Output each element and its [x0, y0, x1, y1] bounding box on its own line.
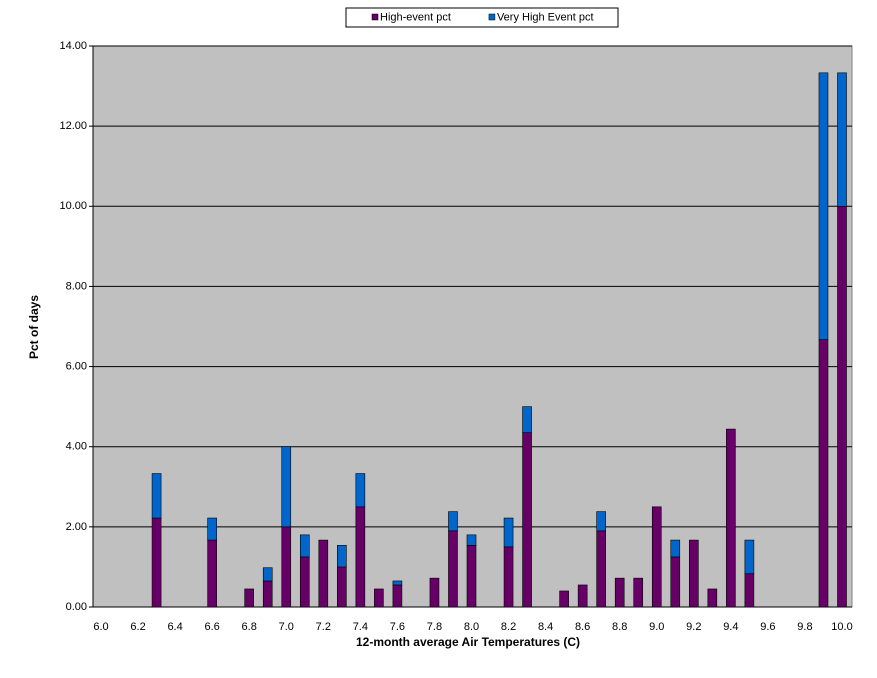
- bar-segment: [337, 544, 347, 568]
- legend-swatch: [371, 13, 379, 21]
- x-tick-label: 8.4: [538, 621, 553, 633]
- x-tick-label: 6.6: [205, 621, 220, 633]
- bar-segment: [262, 580, 273, 608]
- bar-segment: [374, 588, 384, 608]
- y-tick-label: 12.00: [59, 120, 87, 132]
- x-tick-label: 9.2: [686, 621, 701, 633]
- x-tick-label: 6.4: [167, 621, 182, 633]
- y-tick-label: 2.00: [66, 521, 87, 533]
- bar-segment: [151, 517, 162, 608]
- bar-segment: [207, 517, 217, 541]
- x-tick-label: 9.6: [760, 621, 775, 633]
- x-tick-label: 9.4: [723, 621, 738, 633]
- bar-segment: [726, 428, 736, 608]
- plot-area: [92, 45, 853, 608]
- legend-label: High-event pct: [380, 11, 451, 23]
- bar-segment: [837, 205, 847, 608]
- bar-segment: [448, 530, 458, 608]
- bar-segment: [392, 584, 403, 608]
- bar-segment: [281, 526, 292, 608]
- bar-segment: [151, 473, 162, 519]
- bar-segment: [299, 556, 310, 608]
- bar-segment: [429, 577, 440, 608]
- x-tick-label: 7.2: [316, 621, 331, 633]
- y-tick-label: 8.00: [66, 280, 87, 292]
- x-tick-label: 9.8: [797, 621, 812, 633]
- bar-segment: [670, 539, 681, 558]
- bar-segment: [503, 546, 514, 608]
- bar-segment: [355, 473, 366, 508]
- bar-segment: [466, 544, 477, 608]
- y-tick-label: 14.00: [59, 40, 87, 52]
- bar-segment: [244, 588, 254, 608]
- bar-segment: [818, 339, 829, 608]
- y-tick-label: 10.00: [59, 200, 87, 212]
- x-tick-label: 9.0: [649, 621, 664, 633]
- bar-segment: [633, 577, 644, 608]
- x-tick-label: 6.0: [93, 621, 108, 633]
- x-tick-label: 6.8: [242, 621, 257, 633]
- x-axis-label: 12-month average Air Temperatures (C): [356, 635, 580, 649]
- x-tick-label: 8.0: [464, 621, 479, 633]
- bar-segment: [707, 588, 718, 608]
- bar-segment: [318, 539, 329, 608]
- bar-segment: [392, 580, 403, 586]
- bar-segment: [596, 511, 606, 532]
- x-tick-label: 7.0: [279, 621, 294, 633]
- legend-label: Very High Event pct: [497, 11, 594, 23]
- bar-segment: [522, 432, 532, 608]
- bar-segment: [577, 584, 588, 608]
- x-tick-label: 6.2: [130, 621, 145, 633]
- bar-segment: [651, 506, 662, 608]
- bar-segment: [614, 577, 625, 608]
- y-tick-label: 4.00: [66, 441, 87, 453]
- bar-segment: [559, 590, 569, 608]
- x-tick-label: 7.6: [390, 621, 405, 633]
- y-axis-label: Pct of days: [27, 295, 41, 359]
- bar-segment: [522, 406, 532, 433]
- x-tick-label: 8.6: [575, 621, 590, 633]
- bar-segment: [337, 566, 347, 608]
- bar-segment: [281, 446, 292, 528]
- bar-segment: [837, 72, 847, 207]
- bar-segment: [503, 517, 514, 548]
- x-tick-label: 7.4: [353, 621, 368, 633]
- bar-segment: [688, 539, 699, 608]
- y-tick-label: 6.00: [66, 360, 87, 372]
- bar-segment: [299, 534, 310, 558]
- bar-segment: [670, 556, 681, 608]
- bar-segment: [818, 72, 829, 341]
- legend: [345, 7, 619, 28]
- bar-segment: [262, 567, 273, 582]
- bar-segment: [355, 506, 366, 608]
- x-tick-label: 8.2: [501, 621, 516, 633]
- bar-segment: [596, 530, 606, 608]
- bar-segment: [466, 534, 477, 546]
- bar-segment: [207, 539, 217, 608]
- bar-segment: [744, 573, 755, 608]
- x-tick-label: 10.0: [831, 621, 852, 633]
- y-tick-label: 0.00: [66, 601, 87, 613]
- bar-segment: [744, 539, 755, 575]
- x-tick-label: 8.8: [612, 621, 627, 633]
- bar-segment: [448, 511, 458, 532]
- x-tick-label: 7.8: [427, 621, 442, 633]
- legend-swatch: [488, 13, 496, 21]
